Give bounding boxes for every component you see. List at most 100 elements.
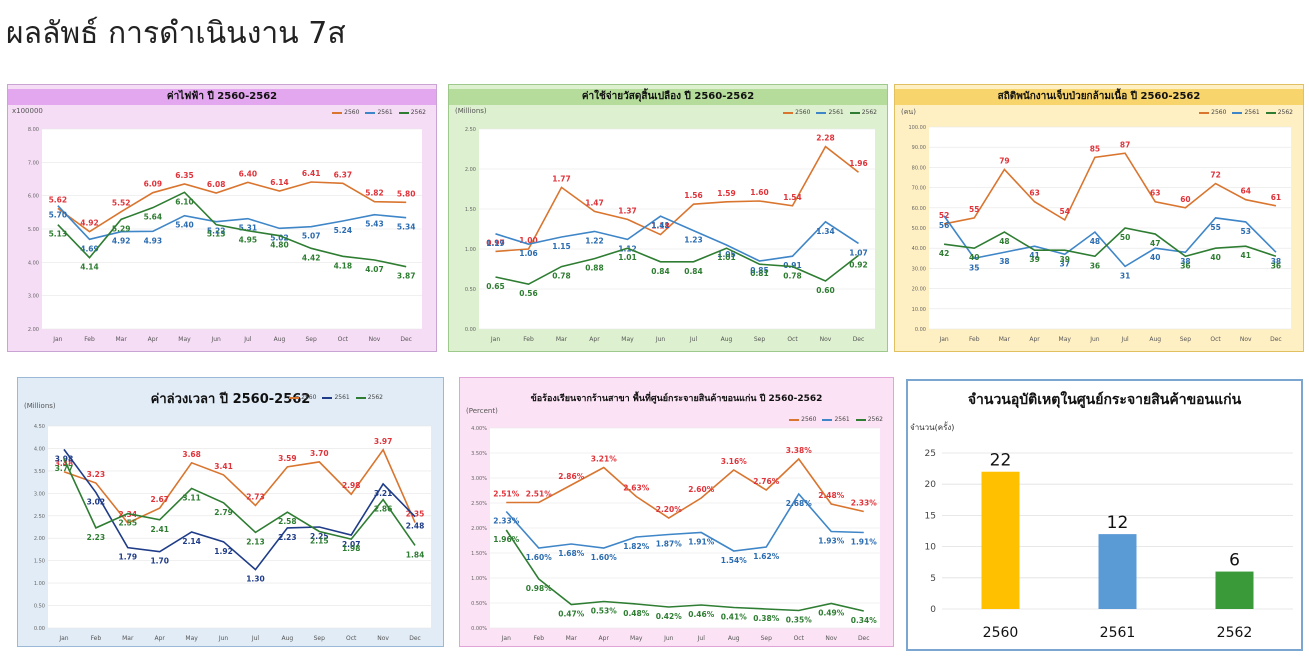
data-label-2560: 64: [1241, 187, 1251, 196]
y-unit-label: (Millions): [455, 107, 487, 115]
data-label-2560: 1.77: [552, 174, 571, 183]
data-label-2561: 5.22: [207, 227, 226, 236]
y-tick-label: 5.00: [28, 227, 39, 233]
data-label-2561: 2.23: [278, 533, 297, 542]
bar-chart-accidents: 0 5 10 15 20 25 22 2560 12 2561 6 2562: [925, 449, 1293, 641]
data-label-2560: 2.34: [119, 510, 138, 519]
x-tick-label: Jul: [1120, 336, 1129, 343]
chart-legend: 2560 2561 2562: [332, 109, 426, 116]
data-label-2560: 5.80: [397, 189, 416, 198]
data-label-2561: 56: [939, 221, 949, 230]
y-tick-label: 6.00: [28, 194, 39, 200]
x-tick-label: Mar: [566, 635, 578, 642]
data-label-2562: 41: [1241, 251, 1251, 260]
x-tick-label: Aug: [1149, 336, 1161, 343]
y-tick-label: 30.00: [912, 266, 926, 272]
data-label-2560: 1.54: [783, 193, 802, 202]
series-line-2562: [57, 191, 407, 268]
data-label-2562: 5.13: [49, 230, 68, 239]
y-tick-label: 3.50: [34, 469, 45, 475]
data-label-2561: 5.40: [175, 221, 194, 230]
x-tick-label: Jul: [243, 336, 252, 343]
data-label-2560: 3.21%: [591, 455, 618, 464]
y-tick-label: 1.50: [465, 207, 476, 213]
bar-2561: [1098, 534, 1137, 609]
data-label-2561: 1.82%: [623, 542, 650, 551]
chart-legend: 2560 2561 2562: [289, 394, 383, 401]
data-label-2562: 0.60: [816, 286, 835, 295]
data-label-2562: 1.01: [717, 253, 736, 262]
y-tick-label: 60.00: [912, 206, 926, 212]
data-label-2562: 2.23: [87, 533, 106, 542]
y-tick-label: 100.00: [909, 125, 927, 131]
line-chart-sick-leave: 0.00 10.00 20.00 30.00 40.00 50.00 60.00 70.00 8…: [909, 125, 1291, 343]
x-tick-label: Sep: [754, 336, 766, 343]
y-tick-label: 90.00: [912, 145, 926, 151]
data-label-2562: 0.48%: [623, 609, 650, 618]
data-label-2562: 0.98%: [526, 584, 553, 593]
data-label-2561: 5.43: [365, 220, 384, 229]
series-line-2561: [495, 215, 859, 262]
data-label-2561: 38: [1180, 257, 1190, 266]
data-label-2561: 1.62%: [753, 552, 780, 561]
chart-panel-accidents: จำนวนอุบัติเหตุในศูนย์กระจายสินค้าขอนแก่…: [906, 379, 1303, 651]
x-tick-label: Jun: [210, 336, 221, 343]
data-label-2560: 1.18: [651, 222, 670, 231]
data-label-2561: 1.07: [849, 248, 868, 257]
y-tick-label: 10.00: [912, 307, 926, 313]
x-tick-label: Feb: [969, 336, 980, 343]
data-label-2561: 53: [1241, 227, 1251, 236]
x-tick-label: Jan: [501, 635, 511, 642]
y-tick-label: 4.50: [34, 424, 45, 430]
data-label-2560: 1.47: [585, 198, 604, 207]
data-label-2560: 2.98: [342, 481, 361, 490]
data-label-2562: 0.78: [552, 272, 571, 281]
data-label-2562: 0.84: [684, 267, 703, 276]
data-label-2560: 3.59: [278, 454, 297, 463]
data-label-2560: 2.51%: [493, 490, 520, 499]
y-tick-label: 7.00: [28, 160, 39, 166]
data-label-2560: 6.40: [239, 169, 258, 178]
data-label-2561: 41: [1029, 251, 1039, 260]
x-tick-label: Apr: [155, 635, 166, 642]
bar-value-label: 6: [1229, 551, 1240, 571]
x-tick-label: Jun: [655, 336, 666, 343]
series-line-2562: [63, 458, 416, 546]
x-tick-label: Oct: [338, 336, 349, 343]
data-label-2560: 2.48%: [818, 491, 845, 500]
data-label-2560: 54: [1060, 207, 1070, 216]
data-label-2561: 1.60%: [591, 553, 618, 562]
data-label-2562: 48: [999, 237, 1009, 246]
y-tick-label: 15: [925, 511, 936, 521]
x-tick-label: Aug: [721, 336, 733, 343]
data-label-2562: 5.64: [144, 213, 163, 222]
legend-entry-2560: 2560: [783, 109, 810, 116]
x-tick-label: Jun: [1089, 336, 1100, 343]
data-label-2560: 2.51%: [526, 490, 553, 499]
series-line-2560: [57, 181, 407, 233]
data-label-2562: 2.13: [246, 537, 265, 546]
data-label-2560: 55: [969, 205, 979, 214]
data-label-2560: 3.70: [310, 449, 329, 458]
x-tick-label: May: [1059, 336, 1072, 343]
x-tick-label: Apr: [599, 635, 610, 642]
data-label-2561: 2.14: [182, 537, 201, 546]
x-tick-label: 2560: [983, 625, 1019, 641]
line-chart-overtime: 0.00 0.50 1.00 1.50 2.00 2.50 3.00 3.50 4.00 4.50…: [34, 424, 431, 642]
x-tick-label: Nov: [377, 635, 389, 642]
data-label-2560: 2.20%: [656, 505, 683, 514]
data-label-2562: 0.56: [519, 289, 538, 298]
data-label-2562: 0.88: [585, 264, 604, 273]
data-label-2562: 5.13: [207, 230, 226, 239]
data-label-2560: 6.08: [207, 180, 226, 189]
data-label-2560: 2.86%: [558, 472, 585, 481]
y-tick-label: 3.00%: [471, 476, 487, 482]
data-label-2562: 1.96%: [493, 535, 520, 544]
legend-entry-2562: 2562: [355, 394, 383, 401]
x-tick-label: Oct: [1210, 336, 1221, 343]
data-label-2562: 5.29: [112, 224, 131, 233]
y-tick-label: 4.00: [28, 260, 39, 266]
data-label-2562: 1.01: [618, 253, 637, 262]
y-unit-label: x100000: [12, 107, 43, 115]
data-label-2561: 5.31: [239, 224, 258, 233]
